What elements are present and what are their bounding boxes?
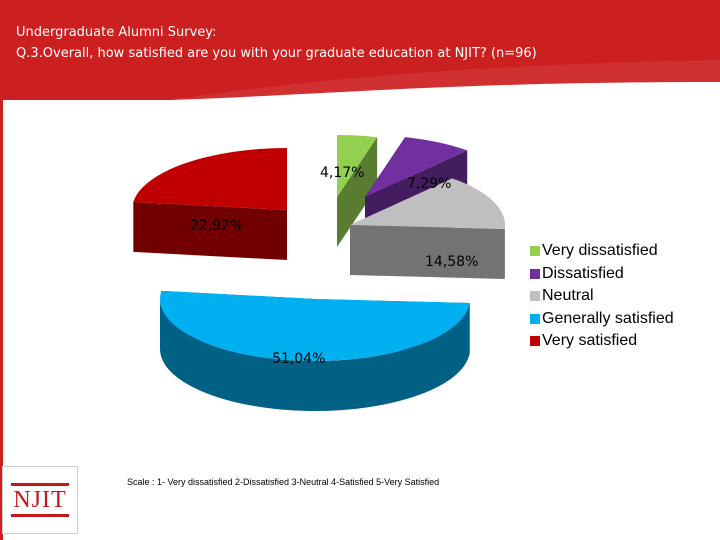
data-label-very-satisfied: 22,92% xyxy=(190,218,243,234)
legend-label: Dissatisfied xyxy=(542,264,624,282)
njit-logo: NJIT xyxy=(2,466,78,534)
legend-item-dissatisfied: Dissatisfied xyxy=(530,263,674,286)
header-title-line2: Q.3.Overall, how satisfied are you with … xyxy=(16,46,537,61)
legend-swatch xyxy=(530,313,540,324)
legend-item-very-satisfied: Very satisfied xyxy=(530,330,674,353)
chart-legend: Very dissatisfied Dissatisfied Neutral Gene… xyxy=(530,240,674,353)
legend-item-generally-satisfied: Generally satisfied xyxy=(530,308,674,331)
pie-slice-neutral xyxy=(350,178,505,280)
header-background xyxy=(0,0,720,100)
data-label-generally-satisfied: 51,04% xyxy=(272,351,325,367)
logo-bar-top xyxy=(11,483,69,486)
pie-slice-generally-satisfied xyxy=(159,290,470,411)
pie-chart: 4,17% 7,29% 14,58% 51,04% 22,92% xyxy=(133,135,505,411)
legend-item-neutral: Neutral xyxy=(530,285,674,308)
legend-swatch xyxy=(530,336,540,347)
pie-slice-very-satisfied xyxy=(133,148,287,260)
scale-footnote: Scale : 1- Very dissatisfied 2-Dissatisf… xyxy=(127,477,440,487)
legend-swatch xyxy=(530,291,540,302)
data-label-very-dissatisfied: 4,17% xyxy=(320,165,364,181)
legend-label: Neutral xyxy=(542,287,594,305)
left-accent-rule xyxy=(0,100,3,540)
logo-text: NJIT xyxy=(13,487,67,513)
legend-label: Very satisfied xyxy=(542,332,638,350)
header-title-line1: Undergraduate Alumni Survey: xyxy=(16,25,216,40)
legend-item-very-dissatisfied: Very dissatisfied xyxy=(530,240,674,263)
data-label-dissatisfied: 7,29% xyxy=(407,176,451,192)
data-label-neutral: 14,58% xyxy=(425,254,478,270)
header-shine xyxy=(170,60,720,100)
pie-slice-very-dissatisfied xyxy=(337,135,378,247)
legend-swatch xyxy=(530,246,540,257)
header-banner: Undergraduate Alumni Survey: Q.3.Overall… xyxy=(0,0,720,100)
legend-label: Generally satisfied xyxy=(542,309,674,327)
logo-bar-bottom xyxy=(11,514,69,517)
legend-label: Very dissatisfied xyxy=(542,242,658,260)
legend-swatch xyxy=(530,268,540,279)
